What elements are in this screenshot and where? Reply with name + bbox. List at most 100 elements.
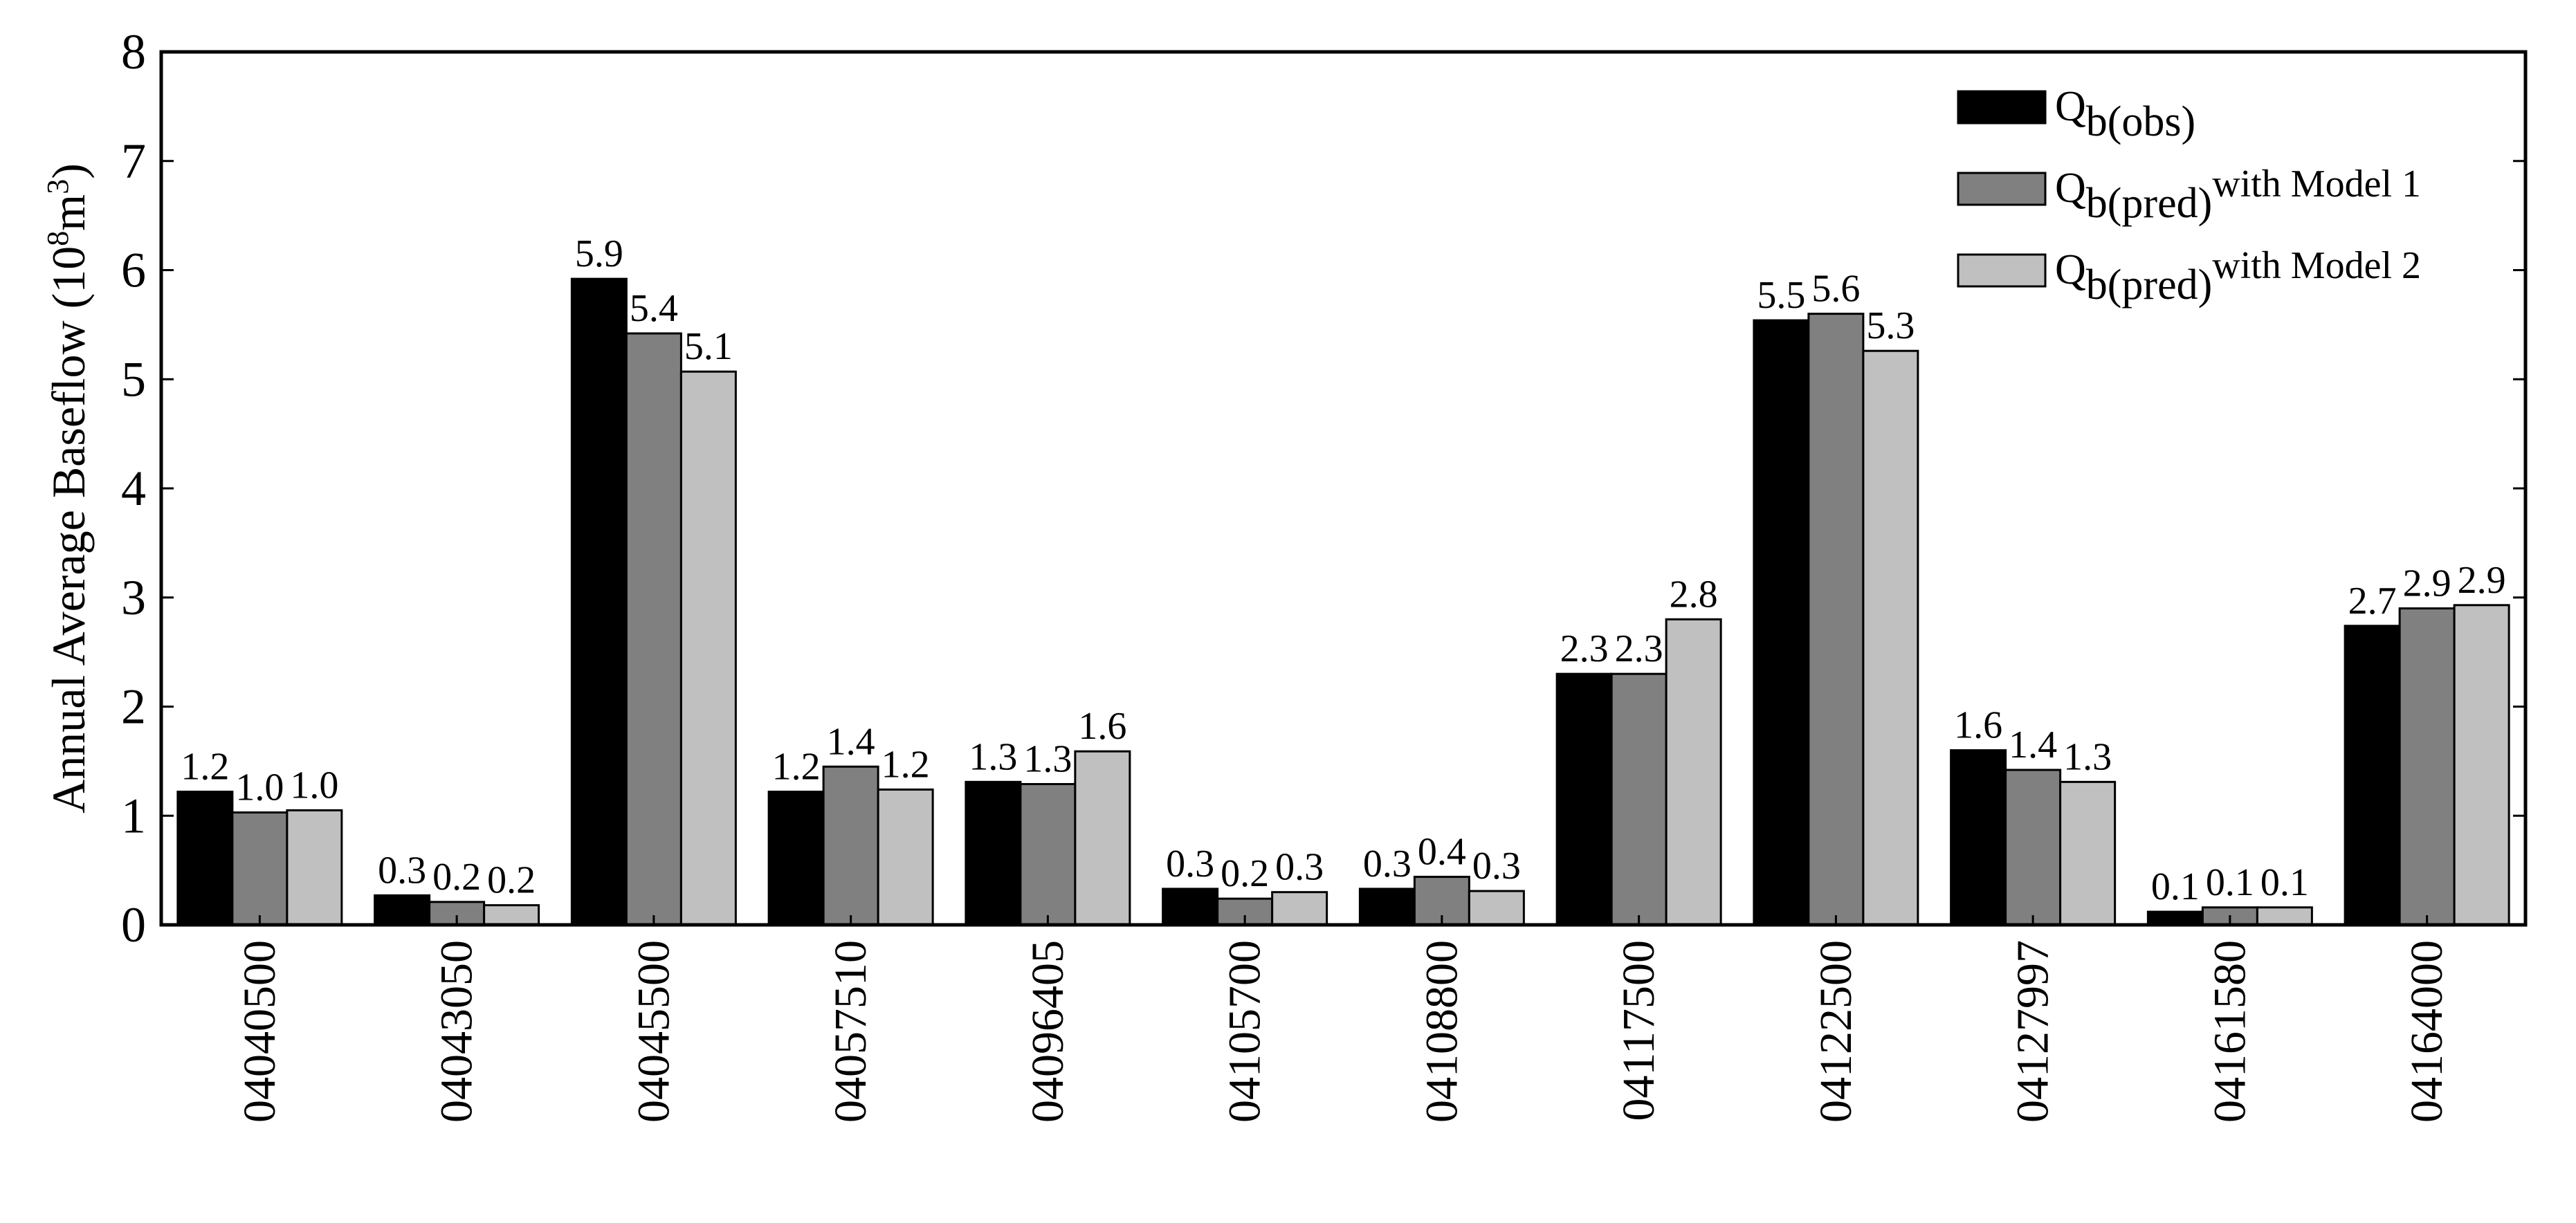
data-label-04096405-series-3: 1.6 xyxy=(1078,705,1126,748)
y-tick-label: 1 xyxy=(121,788,146,843)
bar-04045500-series-1 xyxy=(570,277,628,926)
data-label-04108800-series-2: 0.4 xyxy=(1418,831,1466,874)
bar-04108800-series-3 xyxy=(1468,890,1525,926)
y-tick-label: 8 xyxy=(121,24,146,80)
bar-04096405-series-2 xyxy=(1019,783,1077,926)
bars-layer xyxy=(176,277,2510,926)
axes-layer: 04040500 04043050 04045500 04057510 04096405… xyxy=(41,24,2528,1123)
data-label-04040500-series-1: 1.2 xyxy=(181,746,229,789)
data-label-04127997-series-2: 1.4 xyxy=(2009,724,2057,766)
data-label-04043050-series-2: 0.2 xyxy=(432,856,481,899)
y-tick-label: 3 xyxy=(121,570,146,625)
bar-04105700-series-1 xyxy=(1162,888,1219,926)
x-tick-label: 04040500 xyxy=(235,940,285,1123)
x-tick-label: 04117500 xyxy=(1614,940,1664,1121)
data-label-04105700-series-1: 0.3 xyxy=(1166,843,1214,885)
data-label-04045500-series-3: 5.1 xyxy=(684,325,733,368)
bar-04057510-series-2 xyxy=(822,765,879,926)
bar-04040500-series-1 xyxy=(176,791,234,926)
x-tick-label: 04045500 xyxy=(628,940,679,1123)
data-label-04161580-series-1: 0.1 xyxy=(2151,865,2200,908)
data-label-04117500-series-1: 2.3 xyxy=(1560,627,1609,670)
bar-04117500-series-2 xyxy=(1610,672,1668,926)
data-label-04164000-series-2: 2.9 xyxy=(2403,562,2451,605)
bar-04043050-series-3 xyxy=(483,904,540,926)
data-label-04122500-series-1: 5.5 xyxy=(1757,274,1805,317)
y-tick-label: 4 xyxy=(121,461,146,516)
x-tick-label: 04164000 xyxy=(2402,940,2452,1123)
legend-label-series-3: Qb(pred)with Model 2 xyxy=(2055,244,2421,309)
data-label-04040500-series-2: 1.0 xyxy=(235,766,284,809)
data-label-04105700-series-3: 0.3 xyxy=(1275,846,1324,889)
data-label-04057510-series-2: 1.4 xyxy=(827,720,875,763)
bar-04043050-series-1 xyxy=(374,894,431,926)
data-labels-layer: 1.2 1.0 1.00.3 0.2 0.25.95.45.11.21.41.2 1.3 1… xyxy=(181,232,2505,908)
bar-04161580-series-3 xyxy=(2256,906,2313,926)
bar-04127997-series-2 xyxy=(2004,769,2062,926)
x-tick-label: 04161580 xyxy=(2204,940,2255,1123)
data-label-04105700-series-2: 0.2 xyxy=(1221,852,1269,895)
bar-04105700-series-3 xyxy=(1271,891,1328,926)
data-label-04117500-series-2: 2.3 xyxy=(1615,627,1663,670)
x-tick-label: 04105700 xyxy=(1220,940,1270,1123)
bar-04096405-series-3 xyxy=(1074,750,1131,926)
data-label-04122500-series-3: 5.3 xyxy=(1866,304,1915,347)
legend-label-series-2: Qb(pred)with Model 1 xyxy=(2055,163,2421,227)
data-label-04117500-series-3: 2.8 xyxy=(1670,573,1718,616)
x-tick-label: 04043050 xyxy=(432,940,482,1123)
bar-04161580-series-1 xyxy=(2146,910,2204,926)
data-label-04043050-series-1: 0.3 xyxy=(378,849,426,892)
bar-04108800-series-1 xyxy=(1358,888,1416,926)
x-tick-label: 04057510 xyxy=(825,940,876,1123)
bar-04057510-series-3 xyxy=(877,788,934,926)
data-label-04045500-series-2: 5.4 xyxy=(630,287,678,330)
x-tick-label: 04122500 xyxy=(1811,940,1861,1123)
data-label-04161580-series-3: 0.1 xyxy=(2260,861,2309,904)
data-label-04122500-series-2: 5.6 xyxy=(1811,268,1860,311)
data-label-04057510-series-3: 1.2 xyxy=(881,743,930,786)
data-label-04108800-series-3: 0.3 xyxy=(1472,845,1521,888)
data-label-04108800-series-1: 0.3 xyxy=(1363,843,1412,885)
bar-04117500-series-1 xyxy=(1555,672,1613,926)
data-label-04127997-series-3: 1.3 xyxy=(2063,735,2112,778)
data-label-04043050-series-3: 0.2 xyxy=(487,859,536,902)
legend-swatch-series-1 xyxy=(1957,90,2047,125)
data-label-04164000-series-3: 2.9 xyxy=(2458,559,2506,602)
bar-04127997-series-3 xyxy=(2059,780,2117,926)
bar-04164000-series-3 xyxy=(2453,604,2510,926)
data-label-04127997-series-1: 1.6 xyxy=(1954,704,2002,747)
legend-swatch-series-2 xyxy=(1957,172,2047,206)
y-tick-label: 5 xyxy=(121,351,146,407)
y-axis-label: Annual Average Baseflow (108m3) xyxy=(41,163,95,813)
bar-04122500-series-3 xyxy=(1862,349,1919,926)
bar-04117500-series-3 xyxy=(1665,618,1722,926)
bar-04127997-series-1 xyxy=(1950,749,2007,926)
y-tick-label: 2 xyxy=(121,679,146,735)
y-tick-label: 7 xyxy=(121,134,146,189)
data-label-04096405-series-2: 1.3 xyxy=(1023,738,1072,781)
bar-04040500-series-2 xyxy=(231,811,289,926)
legend-swatch-series-3 xyxy=(1957,253,2047,288)
bar-04122500-series-2 xyxy=(1807,313,1865,926)
data-label-04161580-series-2: 0.1 xyxy=(2206,861,2254,904)
y-tick-label: 0 xyxy=(121,897,146,953)
x-tick-label: 04127997 xyxy=(2008,940,2058,1123)
x-tick-label: 04096405 xyxy=(1023,940,1073,1123)
legend-label-series-1: Qb(obs) xyxy=(2055,83,2195,145)
x-tick-label: 04108800 xyxy=(1416,940,1467,1123)
data-label-04045500-series-1: 5.9 xyxy=(575,232,623,275)
y-tick-label: 6 xyxy=(121,243,146,298)
bar-04164000-series-1 xyxy=(2344,625,2401,926)
bar-04096405-series-1 xyxy=(965,780,1022,926)
data-label-04096405-series-1: 1.3 xyxy=(969,735,1017,778)
bar-04040500-series-3 xyxy=(286,809,343,926)
bar-04045500-series-3 xyxy=(679,370,737,926)
data-label-04057510-series-1: 1.2 xyxy=(772,746,821,789)
bar-04057510-series-1 xyxy=(767,791,825,926)
bar-04122500-series-1 xyxy=(1753,319,1810,926)
data-label-04040500-series-3: 1.0 xyxy=(290,764,338,807)
legend: Qb(obs) Qb(pred)with Model 1 Qb(pred)with … xyxy=(1957,83,2421,309)
data-label-04164000-series-1: 2.7 xyxy=(2348,580,2397,623)
